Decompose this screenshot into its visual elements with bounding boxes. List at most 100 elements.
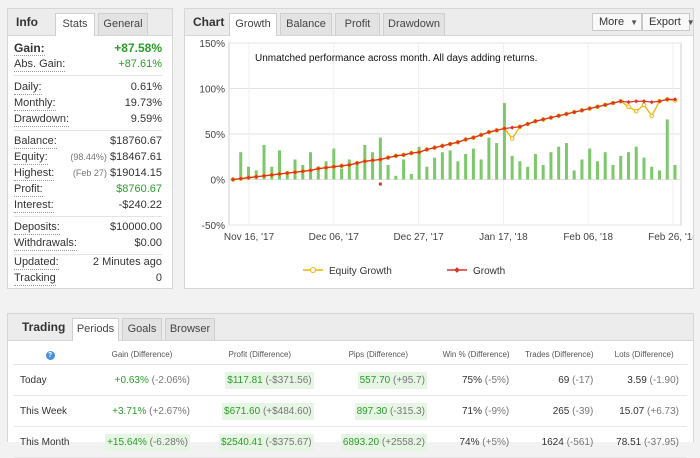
period-label: Today	[14, 364, 86, 396]
trades-diff: (-39)	[572, 405, 594, 417]
daily-bar	[285, 174, 289, 180]
equity-row: Equity: (98.44%) $18467.61	[14, 151, 162, 165]
growth-point	[432, 145, 437, 150]
profit-value: $117.81	[227, 374, 263, 386]
help-header: ?	[14, 345, 86, 365]
more-button[interactable]: More ▼	[592, 13, 642, 31]
daily-bar	[518, 161, 522, 180]
highest-row: Highest: (Feb 27) $19014.15	[14, 167, 162, 181]
trades-diff: (-17)	[572, 374, 594, 386]
daily-bar	[564, 143, 568, 180]
chart-panel: Chart Growth Balance Profit Drawdown Mor…	[184, 8, 695, 289]
table-row: Today +0.63% (-2.06%) $117.81 (-$371.56)…	[14, 364, 687, 396]
tab-general[interactable]: General	[98, 13, 148, 35]
win-cell: 74% (+5%)	[434, 426, 518, 458]
growth-point	[649, 100, 654, 105]
trades-cell: 265 (-39)	[517, 395, 602, 427]
chart-panel-title: Chart	[193, 15, 225, 29]
tab-browser[interactable]: Browser	[165, 318, 215, 340]
gain-diff: (-6.28%)	[149, 436, 188, 448]
daily-bar	[402, 159, 406, 180]
tab-periods[interactable]: Periods	[72, 318, 119, 341]
daily-bar	[657, 170, 661, 180]
growth-point	[331, 164, 336, 169]
growth-point	[362, 159, 367, 164]
growth-point	[238, 176, 243, 181]
y-tick-label: 100%	[199, 85, 225, 96]
profit-value: $8760.67	[116, 183, 162, 195]
lots-diff: (-37.95)	[643, 436, 679, 448]
win-diff: (+5%)	[482, 436, 510, 448]
daily-bar	[409, 174, 413, 180]
pips-value: 557.70	[359, 374, 391, 386]
daily-bar	[386, 164, 390, 180]
x-tick-label: Nov 16, '17	[224, 232, 275, 243]
growth-point	[370, 158, 375, 163]
legend-equity-growth-label: Equity Growth	[329, 266, 392, 277]
daily-bar	[495, 143, 499, 180]
x-tick-label: Jan 17, '18	[479, 232, 528, 243]
legend-growth-label: Growth	[473, 266, 505, 277]
growth-point	[269, 172, 274, 178]
y-tick-label: 0%	[211, 176, 226, 187]
growth-point	[409, 150, 414, 156]
column-header: Profit (Difference)	[198, 345, 322, 365]
gain-value: +87.58%	[114, 41, 162, 55]
daily-bar	[533, 154, 537, 180]
updated-value: 2 Minutes ago	[92, 256, 162, 268]
profit-label: Profit:	[14, 183, 43, 197]
tab-drawdown[interactable]: Drawdown	[383, 13, 445, 35]
daily-bar	[611, 164, 615, 180]
growth-point	[603, 102, 608, 108]
win-value: 71%	[461, 405, 482, 417]
profit-diff: (-$371.56)	[265, 374, 312, 386]
period-label: This Week	[14, 395, 86, 427]
daily-bar	[541, 164, 545, 180]
y-tick-label: 150%	[199, 39, 225, 50]
pips-cell: 6893.20 (+2558.2)	[321, 426, 435, 458]
growth-point	[285, 171, 290, 176]
equity-label: Equity:	[14, 151, 48, 165]
growth-point	[323, 165, 329, 170]
withdrawals-value: $0.00	[134, 237, 162, 249]
win-cell: 75% (-5%)	[434, 364, 518, 396]
win-cell: 71% (-9%)	[434, 395, 518, 427]
help-icon[interactable]: ?	[45, 350, 55, 360]
export-label: Export	[649, 16, 681, 28]
equity-growth-point	[649, 113, 655, 119]
tab-goals[interactable]: Goals	[122, 318, 162, 340]
growth-point	[354, 160, 360, 166]
trades-value: 1624	[541, 436, 564, 448]
growth-point	[541, 117, 546, 122]
tab-growth[interactable]: Growth	[229, 13, 277, 36]
monthly-value: 19.73%	[124, 97, 162, 109]
withdrawals-label: Withdrawals:	[14, 237, 77, 251]
lots-value: 78.51	[616, 436, 642, 448]
daily-bar	[464, 154, 468, 180]
profit-diff: (-$375.67)	[265, 436, 312, 448]
profit-cell: $2540.41 (-$375.67)	[198, 426, 322, 458]
trades-diff: (-561)	[566, 436, 594, 448]
deposits-label: Deposits:	[14, 221, 60, 235]
growth-point	[316, 166, 321, 171]
pips-diff: (+2558.2)	[381, 436, 425, 448]
daily-bar	[526, 166, 530, 180]
updated-row: Updated: 2 Minutes ago	[14, 256, 162, 270]
profit-diff: (+$484.60)	[262, 405, 312, 417]
divider	[14, 75, 162, 76]
growth-point	[347, 162, 352, 168]
export-button[interactable]: Export ▼	[642, 13, 695, 31]
tab-balance[interactable]: Balance	[280, 13, 332, 35]
daily-bar	[448, 150, 452, 180]
pips-value: 6893.20	[342, 436, 380, 448]
pips-cell: 557.70 (+95.7)	[321, 364, 435, 396]
tab-profit[interactable]: Profit	[335, 13, 380, 35]
divider	[14, 254, 162, 255]
trading-panel: Trading Periods Goals Browser ? Gain (Di…	[7, 313, 694, 458]
daily-bar	[293, 159, 297, 180]
monthly-row: Monthly: 19.73%	[14, 97, 162, 111]
tab-stats[interactable]: Stats	[55, 13, 95, 36]
daily-bar	[332, 148, 336, 180]
gain-value: +3.71%	[112, 405, 147, 417]
gain-label: Gain:	[14, 41, 45, 56]
